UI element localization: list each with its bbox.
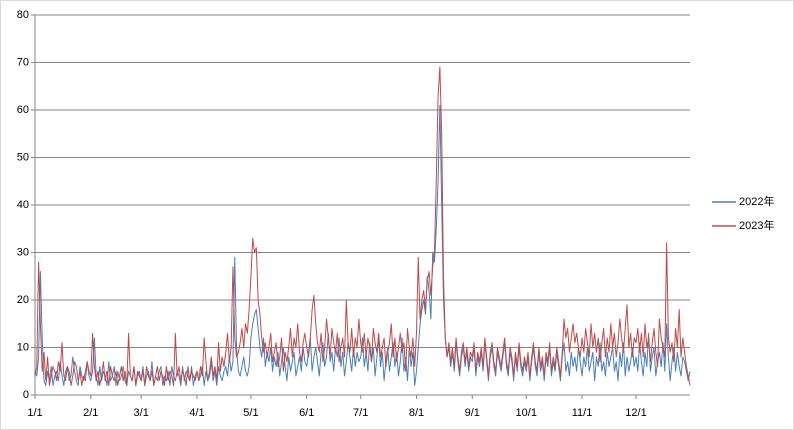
y-tick-label: 0 <box>23 389 29 401</box>
x-tick-label: 10/1 <box>516 407 537 419</box>
y-tick-label: 70 <box>17 56 29 68</box>
x-tick-label: 11/1 <box>572 407 593 419</box>
y-tick-label: 80 <box>17 9 29 21</box>
x-tick-label: 7/1 <box>353 407 368 419</box>
legend-label: 2023年 <box>739 218 774 232</box>
y-tick-label: 40 <box>17 199 29 211</box>
x-tick-label: 6/1 <box>299 407 314 419</box>
x-tick-label: 1/1 <box>27 407 42 419</box>
y-tick-label: 60 <box>17 104 29 116</box>
y-tick-label: 50 <box>17 151 29 163</box>
x-tick-label: 2/1 <box>83 407 98 419</box>
series-line <box>34 66 691 386</box>
x-tick-label: 4/1 <box>189 407 204 419</box>
y-tick-label: 10 <box>17 341 29 353</box>
y-tick-label: 20 <box>17 294 29 306</box>
x-tick-label: 9/1 <box>465 407 480 419</box>
x-tick-label: 12/1 <box>625 407 646 419</box>
y-tick-label: 30 <box>17 246 29 258</box>
legend-label: 2022年 <box>739 194 774 208</box>
x-tick-label: 8/1 <box>409 407 424 419</box>
x-tick-label: 3/1 <box>134 407 149 419</box>
x-tick-label: 5/1 <box>243 407 258 419</box>
